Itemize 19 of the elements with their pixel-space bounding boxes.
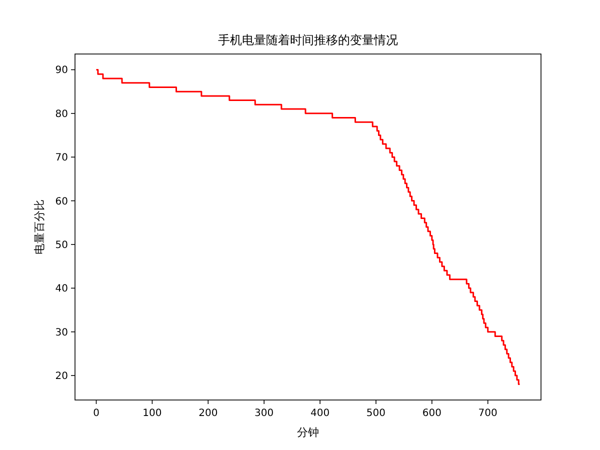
chart-title: 手机电量随着时间推移的变量情况 [218, 33, 398, 47]
x-tick-label: 400 [310, 408, 330, 419]
y-tick-label: 70 [55, 152, 68, 164]
x-tick-label: 700 [478, 408, 498, 419]
x-tick-label: 300 [254, 408, 274, 419]
x-axis-title: 分钟 [297, 426, 319, 439]
y-tick-label: 30 [55, 327, 68, 338]
y-tick-label: 60 [55, 196, 68, 208]
y-tick-label: 90 [55, 65, 68, 76]
y-tick-label: 40 [55, 284, 68, 295]
x-tick-label: 500 [366, 408, 386, 419]
x-tick-label: 100 [142, 408, 162, 419]
y-tick-label: 20 [55, 371, 68, 382]
x-tick-label: 200 [198, 408, 218, 419]
y-axis-title: 电量百分比 [33, 200, 46, 254]
y-tick-label: 50 [55, 240, 68, 251]
x-tick-label: 0 [93, 408, 100, 419]
y-tick-label: 80 [55, 108, 68, 120]
x-tick-label: 600 [422, 408, 442, 419]
